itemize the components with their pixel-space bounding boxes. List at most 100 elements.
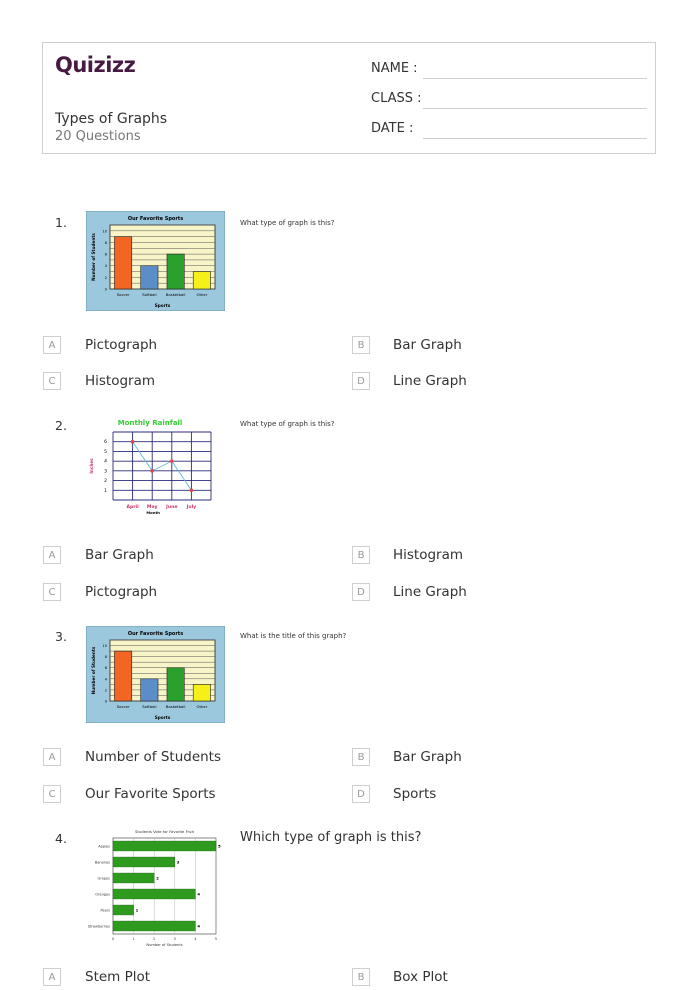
option-letter[interactable]: A [43,546,61,564]
option-letter[interactable]: B [352,546,370,564]
bar [192,271,211,290]
date-line[interactable] [423,138,647,139]
option-letter[interactable]: A [43,336,61,354]
option-letter[interactable]: C [43,785,61,803]
data-label: 5 [218,844,221,849]
y-axis-label: Inches [89,458,94,474]
option-text[interactable]: Number of Students [85,749,222,765]
option-letter[interactable]: D [352,785,370,803]
option-text[interactable]: Line Graph [393,373,467,389]
bar [140,678,159,702]
y-tick-label: 4 [105,677,108,681]
y-tick-label: 8 [105,655,108,659]
option-letter[interactable]: B [352,748,370,766]
y-tick-label: 4 [104,459,107,465]
bar [166,667,185,702]
sports-bar-chart: 0 2 4 6 8 10 Soccer Softball Basketball Other Our … [86,626,225,723]
question-number: 4. [55,831,67,846]
question-text: What type of graph is this? [240,420,335,428]
y-tick-label: 2 [105,276,107,280]
option-letter[interactable]: B [352,968,370,986]
y-tick-label: Grapes [98,876,111,880]
option-letter[interactable]: C [43,372,61,390]
x-tick-label: Basketball [166,292,186,297]
x-tick-label: Soccer [117,292,130,297]
name-label: NAME : [371,61,418,76]
option-letter[interactable]: D [352,372,370,390]
question-number: 1. [55,215,67,230]
y-tick-label: 10 [102,644,107,648]
question-text: Which type of graph is this? [240,830,422,845]
data-point [130,439,135,444]
x-tick-label: 3 [174,937,176,941]
bar [112,856,175,868]
y-axis-label: Number of Students [91,233,96,281]
option-letter[interactable]: D [352,583,370,601]
y-tick-label: Pears [100,908,110,912]
option-letter[interactable]: A [43,748,61,766]
y-tick-label: 4 [105,264,108,268]
chart-title: Our Favorite Sports [128,631,183,637]
question-text: What is the title of this graph? [240,632,347,640]
class-line[interactable] [423,108,647,109]
question-number: 2. [55,418,67,433]
option-letter[interactable]: B [352,336,370,354]
y-axis-label: Number of Students [91,646,96,694]
option-text[interactable]: Stem Plot [85,969,151,985]
x-tick-label: 0 [112,937,114,941]
y-tick-label: 0 [105,700,108,704]
data-label: 1 [136,908,139,913]
x-tick-label: 4 [194,937,197,941]
bar [112,920,196,932]
question-count: 20 Questions [55,129,141,144]
date-label: DATE : [371,121,414,136]
bar [112,904,134,916]
x-axis-label: Number of Students [146,943,182,947]
option-text[interactable]: Histogram [85,373,156,389]
y-tick-label: 10 [102,229,107,233]
bar [112,872,155,884]
x-axis-label: Sports [155,303,171,308]
option-text[interactable]: Our Favorite Sports [85,786,216,802]
chart-title: Students Vote for Favorite Fruit [135,829,195,834]
class-label: CLASS : [371,91,422,106]
x-tick-label: Other [196,292,207,297]
option-letter[interactable]: C [43,583,61,601]
option-text[interactable]: Sports [393,786,437,802]
option-text[interactable]: Bar Graph [85,547,154,563]
x-tick-label: 1 [132,937,134,941]
x-tick-label: Softball [142,704,156,709]
bar [112,840,217,852]
rainfall-line-chart: Monthly Rainfall 1 2 3 4 5 6 April May June July Mo… [89,419,212,515]
chart-title: Monthly Rainfall [118,419,183,427]
option-letter[interactable]: A [43,968,61,986]
question-text: What type of graph is this? [240,219,335,227]
option-text[interactable]: Box Plot [393,969,448,985]
option-text[interactable]: Bar Graph [393,749,462,765]
bar [112,888,196,900]
worksheet-header: Quizizz Types of Graphs 20 Questions NAM… [42,42,656,154]
sports-bar-chart: 0 2 4 6 8 10 Soccer Softball Basketball Other Our … [86,211,225,311]
data-line [132,441,192,491]
option-text[interactable]: Line Graph [393,584,467,600]
y-tick-label: 5 [104,449,107,455]
x-axis-label: Sports [155,715,171,720]
name-line[interactable] [423,78,647,79]
x-tick-label: July [186,504,197,510]
data-label: 3 [177,860,180,865]
option-text[interactable]: Pictograph [85,337,158,353]
y-tick-label: 1 [104,488,107,494]
option-text[interactable]: Bar Graph [393,337,462,353]
y-tick-label: Bananas [95,860,110,864]
option-text[interactable]: Pictograph [85,584,158,600]
x-tick-label: Other [196,704,207,709]
y-tick-label: 2 [104,478,107,484]
plot-area [112,837,217,935]
data-point [150,469,154,473]
y-tick-label: 6 [104,439,107,445]
data-point [170,459,174,463]
bar [114,236,133,290]
x-axis-label: Month [146,510,160,515]
data-point [189,488,194,493]
option-text[interactable]: Histogram [393,547,464,563]
